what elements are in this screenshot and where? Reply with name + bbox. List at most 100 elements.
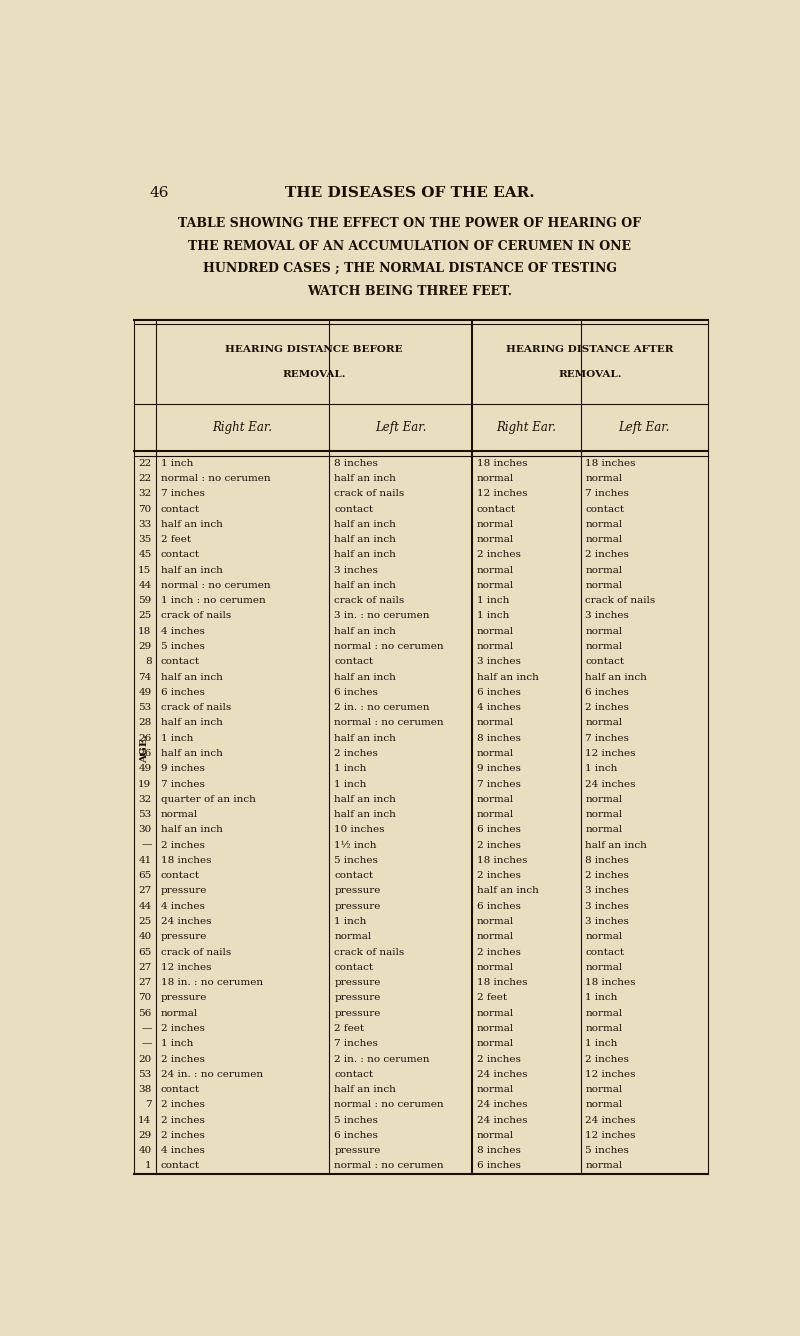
Text: contact: contact [586, 657, 625, 667]
Text: 1 inch: 1 inch [334, 764, 366, 774]
Text: 3 inches: 3 inches [586, 887, 630, 895]
Text: half an inch: half an inch [161, 719, 222, 727]
Text: half an inch: half an inch [161, 826, 222, 835]
Text: 18 inches: 18 inches [586, 978, 636, 987]
Text: 9 inches: 9 inches [161, 764, 205, 774]
Text: 24 inches: 24 inches [477, 1116, 527, 1125]
Text: normal: normal [586, 474, 622, 484]
Text: 8 inches: 8 inches [586, 856, 630, 864]
Text: 4 inches: 4 inches [161, 1146, 205, 1156]
Text: 18 inches: 18 inches [477, 458, 527, 468]
Text: 1 inch: 1 inch [586, 764, 618, 774]
Text: 24 in. : no cerumen: 24 in. : no cerumen [161, 1070, 263, 1078]
Text: 24 inches: 24 inches [586, 779, 636, 788]
Text: 2 feet: 2 feet [334, 1023, 365, 1033]
Text: pressure: pressure [161, 887, 207, 895]
Text: 6 inches: 6 inches [334, 688, 378, 697]
Text: 2 feet: 2 feet [477, 994, 507, 1002]
Text: 22: 22 [138, 458, 151, 468]
Text: normal: normal [477, 719, 514, 727]
Text: REMOVAL.: REMOVAL. [558, 370, 622, 379]
Text: 18 inches: 18 inches [477, 856, 527, 864]
Text: 4 inches: 4 inches [161, 627, 205, 636]
Text: 2 inches: 2 inches [586, 1054, 630, 1063]
Text: normal: normal [477, 933, 514, 942]
Text: 2 inches: 2 inches [161, 1101, 205, 1109]
Text: 12 inches: 12 inches [477, 489, 527, 498]
Text: 8 inches: 8 inches [477, 733, 521, 743]
Text: 2 inches: 2 inches [477, 947, 521, 957]
Text: 2 in. : no cerumen: 2 in. : no cerumen [334, 703, 430, 712]
Text: 27: 27 [138, 978, 151, 987]
Text: normal: normal [586, 933, 622, 942]
Text: normal: normal [586, 1101, 622, 1109]
Text: normal: normal [586, 520, 622, 529]
Text: 24 inches: 24 inches [586, 1116, 636, 1125]
Text: half an inch: half an inch [161, 672, 222, 681]
Text: contact: contact [161, 1161, 200, 1170]
Text: normal: normal [586, 826, 622, 835]
Text: half an inch: half an inch [334, 672, 396, 681]
Text: normal: normal [477, 1130, 514, 1140]
Text: half an inch: half an inch [334, 810, 396, 819]
Text: normal: normal [477, 520, 514, 529]
Text: 49: 49 [138, 688, 151, 697]
Text: normal: normal [477, 749, 514, 758]
Text: 27: 27 [138, 963, 151, 971]
Text: 25: 25 [138, 612, 151, 620]
Text: normal: normal [334, 933, 372, 942]
Text: 1 inch: 1 inch [586, 1039, 618, 1049]
Text: Left Ear.: Left Ear. [375, 421, 426, 434]
Text: normal: normal [161, 810, 198, 819]
Text: 41: 41 [138, 856, 151, 864]
Text: 1 inch: 1 inch [161, 1039, 193, 1049]
Text: 2 inches: 2 inches [586, 871, 630, 880]
Text: contact: contact [161, 550, 200, 560]
Text: half an inch: half an inch [477, 672, 539, 681]
Text: crack of nails: crack of nails [334, 596, 405, 605]
Text: normal: normal [586, 963, 622, 971]
Text: 18 inches: 18 inches [586, 458, 636, 468]
Text: contact: contact [477, 505, 516, 513]
Text: normal: normal [477, 1039, 514, 1049]
Text: 26: 26 [138, 749, 151, 758]
Text: half an inch: half an inch [586, 840, 647, 850]
Text: half an inch: half an inch [334, 550, 396, 560]
Text: normal: normal [586, 1009, 622, 1018]
Text: contact: contact [161, 871, 200, 880]
Text: 6 inches: 6 inches [161, 688, 205, 697]
Text: 7 inches: 7 inches [586, 489, 630, 498]
Text: TABLE SHOWING THE EFFECT ON THE POWER OF HEARING OF: TABLE SHOWING THE EFFECT ON THE POWER OF… [178, 216, 642, 230]
Text: normal : no cerumen: normal : no cerumen [334, 719, 444, 727]
Text: 59: 59 [138, 596, 151, 605]
Text: 10 inches: 10 inches [334, 826, 385, 835]
Text: half an inch: half an inch [586, 672, 647, 681]
Text: 5 inches: 5 inches [586, 1146, 630, 1156]
Text: 1 inch: 1 inch [586, 994, 618, 1002]
Text: 5 inches: 5 inches [334, 856, 378, 864]
Text: 53: 53 [138, 1070, 151, 1078]
Text: pressure: pressure [334, 978, 381, 987]
Text: normal: normal [586, 643, 622, 651]
Text: 3 in. : no cerumen: 3 in. : no cerumen [334, 612, 430, 620]
Text: —: — [141, 840, 151, 850]
Text: 2 inches: 2 inches [161, 1116, 205, 1125]
Text: contact: contact [586, 505, 625, 513]
Text: crack of nails: crack of nails [334, 489, 405, 498]
Text: 6 inches: 6 inches [586, 688, 630, 697]
Text: 2 inches: 2 inches [477, 1054, 521, 1063]
Text: AGE.: AGE. [140, 735, 149, 763]
Text: 35: 35 [138, 536, 151, 544]
Text: normal: normal [586, 719, 622, 727]
Text: 2 inches: 2 inches [477, 871, 521, 880]
Text: pressure: pressure [161, 994, 207, 1002]
Text: normal : no cerumen: normal : no cerumen [334, 1161, 444, 1170]
Text: normal: normal [477, 581, 514, 591]
Text: normal: normal [477, 1085, 514, 1094]
Text: normal: normal [161, 1009, 198, 1018]
Text: 12 inches: 12 inches [586, 1070, 636, 1078]
Text: 28: 28 [138, 719, 151, 727]
Text: normal: normal [477, 1009, 514, 1018]
Text: 2 inches: 2 inches [477, 550, 521, 560]
Text: half an inch: half an inch [334, 581, 396, 591]
